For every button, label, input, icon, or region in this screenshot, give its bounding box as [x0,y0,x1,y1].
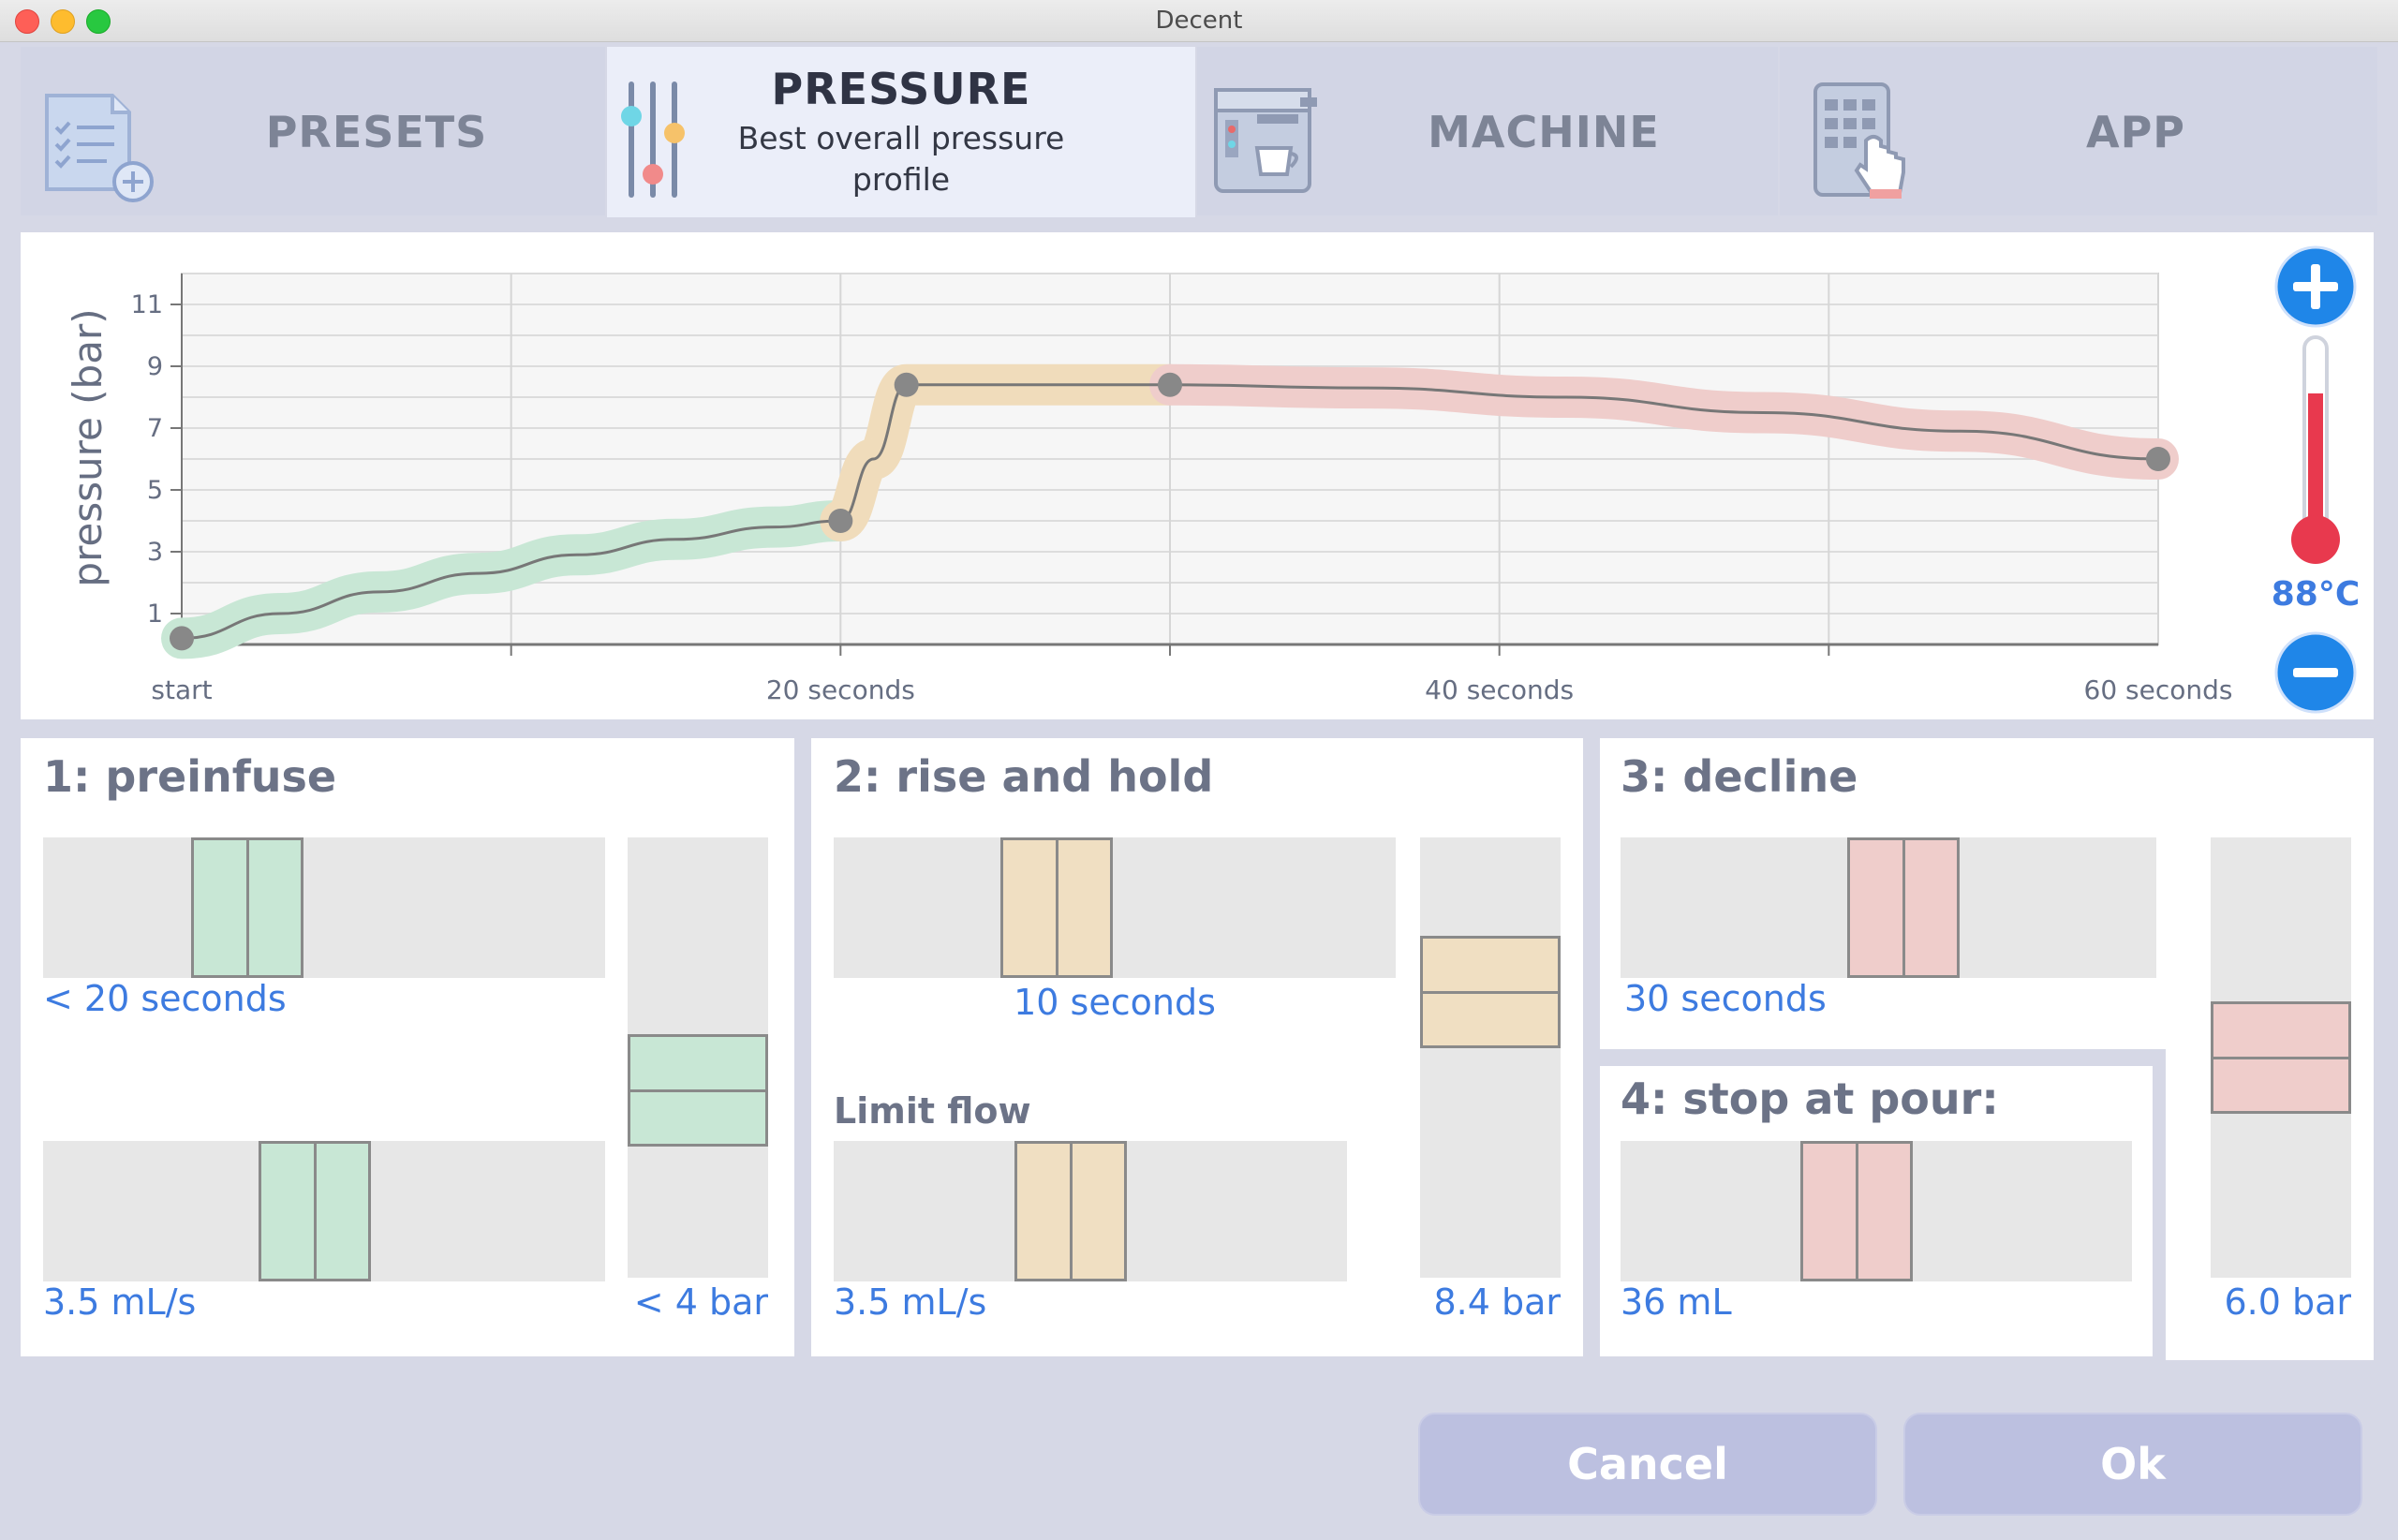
stop-volume-value: 36 mL [1621,1281,1732,1323]
x-tick-label: 40 seconds [1425,674,1574,705]
chart-point-2[interactable] [894,372,919,397]
rise-pressure-slider[interactable] [1420,837,1561,1278]
x-tick-label: start [151,674,212,705]
decline-pressure-slider[interactable] [2211,837,2351,1278]
y-tick-label: 5 [147,476,163,505]
chart-point-3[interactable] [1158,372,1182,397]
tab-presets[interactable]: PRESETS [21,47,605,215]
maximize-window-button[interactable] [86,9,111,34]
decline-pressure-slider-handle[interactable] [2211,1001,2351,1114]
decline-time-slider[interactable] [1621,837,2186,978]
pressure-chart[interactable]: 11 9 7 5 3 1 start 20 seconds 40 seconds 60 seco… [21,232,2374,719]
minimize-window-button[interactable] [51,9,75,34]
rise-flow-limit-slider[interactable] [834,1141,1347,1281]
rise-time-value: 10 seconds [1014,982,1216,1023]
rise-pressure-slider-handle[interactable] [1420,936,1561,1048]
y-tick-label: 3 [147,538,163,567]
y-tick-labels: 11 9 7 5 3 1 [131,290,182,629]
decline-time-slider-handle[interactable] [1847,837,1960,978]
decline-card-join [2156,738,2186,1049]
step-stop-card: 4: stop at pour: 36 mL [1600,1066,2153,1356]
decline-time-value: 30 seconds [1624,978,1827,1019]
preinfuse-pressure-value: < 4 bar [633,1281,768,1323]
tab-app-label: APP [2085,107,2186,157]
y-tick-label: 11 [131,290,163,319]
pressure-chart-panel: 11 9 7 5 3 1 start 20 seconds 40 seconds 60 seco… [21,232,2374,719]
step-decline-card: 3: decline 30 seconds [1600,738,2186,1049]
espresso-machine-icon [1214,88,1317,193]
series-line-0 [181,519,841,640]
preinfuse-flow-value: 3.5 mL/s [43,1281,197,1323]
tablet-touch-icon [1813,82,1905,199]
step-stop-title: 4: stop at pour: [1621,1074,1999,1124]
thermometer-icon [2291,335,2340,564]
temperature-decrease-button[interactable] [2272,629,2359,716]
stop-volume-slider-handle[interactable] [1800,1141,1913,1281]
step-preinfuse-title: 1: preinfuse [43,751,337,802]
step-rise-hold-title: 2: rise and hold [834,751,1214,802]
chart-point-0[interactable] [170,626,194,651]
decline-pressure-value: 6.0 bar [2224,1281,2351,1323]
y-tick-label: 7 [147,414,163,443]
temperature-increase-button[interactable] [2272,244,2359,330]
step-decline-title: 3: decline [1621,751,1858,802]
title-bar: Decent [0,0,2398,42]
preinfuse-time-slider[interactable] [43,837,605,978]
chart-lines [181,383,2159,640]
tab-machine[interactable]: MACHINE [1197,47,1778,215]
chart-point-1[interactable] [828,509,853,533]
rise-time-slider[interactable] [834,837,1396,978]
close-window-button[interactable] [15,9,39,34]
tab-app[interactable]: APP [1780,47,2377,215]
preinfuse-pressure-slider-handle[interactable] [628,1034,768,1147]
preinfuse-flow-slider-handle[interactable] [259,1141,371,1281]
tab-presets-label: PRESETS [265,107,488,157]
profile-name-line2: profile [851,161,951,198]
preinfuse-time-slider-handle[interactable] [191,837,303,978]
rise-time-slider-handle[interactable] [1000,837,1113,978]
profile-name-line1: Best overall pressure [737,120,1065,156]
x-tick-label: 60 seconds [2084,674,2233,705]
step-preinfuse-card: 1: preinfuse < 20 seconds 3.5 mL/s < 4 b… [21,738,794,1356]
decline-pressure-column: 6.0 bar [2166,738,2374,1360]
rise-flow-limit-slider-handle[interactable] [1014,1141,1127,1281]
preinfuse-pressure-slider[interactable] [628,837,768,1278]
x-tick-labels: start 20 seconds 40 seconds 60 seconds [151,644,2232,705]
pressure-sliders-icon [621,81,685,198]
window-title: Decent [1155,7,1243,35]
rise-pressure-value: 8.4 bar [1433,1281,1561,1323]
stop-volume-slider[interactable] [1621,1141,2132,1281]
preinfuse-flow-slider[interactable] [43,1141,605,1281]
chart-point-4[interactable] [2146,447,2170,471]
y-axis-label: pressure (bar) [65,308,111,586]
limit-flow-label: Limit flow [834,1090,1031,1132]
chart-markers[interactable] [170,372,2170,651]
series-line-1 [839,383,1170,523]
tab-machine-label: MACHINE [1428,107,1660,157]
rise-flow-value: 3.5 mL/s [834,1281,987,1323]
series-line-2 [1169,383,2159,461]
y-tick-label: 1 [147,600,163,629]
tab-pressure-label: PRESSURE [771,64,1031,114]
temperature-value: 88°C [2271,575,2361,614]
tab-pressure[interactable]: PRESSURE Best overall pressure profile [607,47,1195,217]
ok-button[interactable]: Ok [1903,1413,2362,1516]
cancel-button[interactable]: Cancel [1418,1413,1877,1516]
presets-document-icon [45,94,154,202]
step-rise-hold-card: 2: rise and hold 10 seconds Limit flow 3… [811,738,1583,1356]
preinfuse-time-value: < 20 seconds [43,978,287,1019]
x-tick-label: 20 seconds [766,674,915,705]
y-tick-label: 9 [147,352,163,381]
